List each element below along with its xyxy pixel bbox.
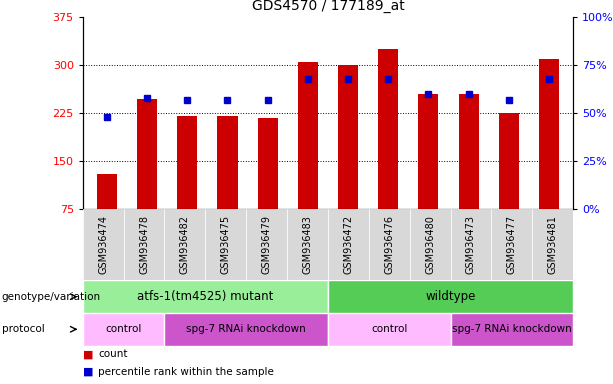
FancyBboxPatch shape [124,209,164,280]
Title: GDS4570 / 177189_at: GDS4570 / 177189_at [251,0,405,13]
Bar [499,113,519,209]
Bar [459,94,479,209]
Text: count: count [98,349,128,359]
Text: control: control [371,324,408,334]
Text: GSM936472: GSM936472 [343,215,353,274]
Text: ■: ■ [83,366,93,377]
Text: GSM936481: GSM936481 [548,215,558,274]
FancyBboxPatch shape [83,209,124,280]
FancyBboxPatch shape [492,209,532,280]
FancyBboxPatch shape [451,313,573,346]
Bar [539,59,559,209]
Text: atfs-1(tm4525) mutant: atfs-1(tm4525) mutant [137,290,273,303]
FancyBboxPatch shape [328,209,369,280]
Text: genotype/variation: genotype/variation [2,291,101,302]
Text: GSM936476: GSM936476 [384,215,394,274]
Text: GSM936479: GSM936479 [262,215,272,274]
Text: GSM936478: GSM936478 [139,215,149,274]
Text: GSM936475: GSM936475 [221,215,230,274]
FancyBboxPatch shape [328,280,573,313]
Text: control: control [105,324,142,334]
Text: GSM936477: GSM936477 [507,215,517,274]
Bar [257,118,278,209]
Bar [378,49,398,209]
Text: GSM936483: GSM936483 [303,215,313,274]
Text: ■: ■ [83,349,93,359]
FancyBboxPatch shape [83,280,328,313]
FancyBboxPatch shape [205,209,246,280]
FancyBboxPatch shape [164,313,328,346]
Text: percentile rank within the sample: percentile rank within the sample [98,366,274,377]
Text: wildtype: wildtype [425,290,476,303]
Bar [218,116,237,209]
FancyBboxPatch shape [83,313,164,346]
Text: spg-7 RNAi knockdown: spg-7 RNAi knockdown [452,324,572,334]
FancyBboxPatch shape [409,209,451,280]
Text: GSM936473: GSM936473 [466,215,476,274]
Text: GSM936482: GSM936482 [180,215,190,274]
Text: GSM936474: GSM936474 [98,215,108,274]
FancyBboxPatch shape [451,209,492,280]
FancyBboxPatch shape [328,313,451,346]
FancyBboxPatch shape [532,209,573,280]
Text: spg-7 RNAi knockdown: spg-7 RNAi knockdown [186,324,306,334]
FancyBboxPatch shape [287,209,328,280]
Bar [177,116,197,209]
Text: protocol: protocol [2,324,45,334]
FancyBboxPatch shape [164,209,205,280]
Bar [137,99,157,209]
Bar [338,65,358,209]
Bar [298,62,318,209]
Bar [97,174,117,209]
FancyBboxPatch shape [246,209,287,280]
FancyBboxPatch shape [369,209,409,280]
Bar [419,94,438,209]
Text: GSM936480: GSM936480 [425,215,435,274]
